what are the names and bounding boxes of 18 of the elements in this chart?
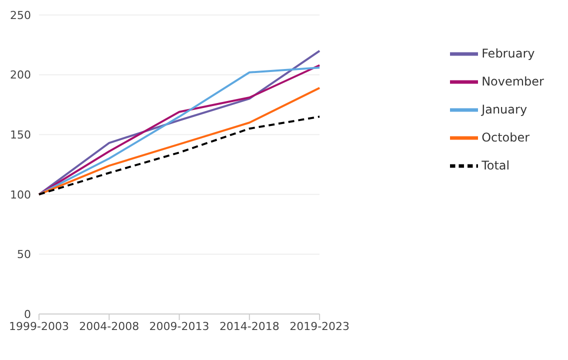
y-tick-label: 100 <box>10 188 31 202</box>
x-tick-label: 2009-2013 <box>149 320 210 333</box>
y-tick-label: 50 <box>17 248 31 262</box>
legend-label: November <box>482 74 544 88</box>
line-series <box>38 116 321 196</box>
y-tick-label: 200 <box>10 68 31 82</box>
legend-label: Total <box>482 158 510 172</box>
x-tick-label: 2019-2023 <box>290 320 350 333</box>
legend-label: October <box>482 130 530 144</box>
y-tick-label: 250 <box>10 8 31 22</box>
line-series <box>38 86 321 196</box>
x-tick-label: 2014-2018 <box>219 320 280 333</box>
legend-label: February <box>482 46 535 60</box>
y-tick-label: 0 <box>24 308 31 321</box>
x-tick-label: 2004-2008 <box>79 320 140 333</box>
x-tick-label: 1999-2003 <box>9 320 69 333</box>
legend-label: January <box>482 102 528 116</box>
y-tick-label: 150 <box>10 128 31 142</box>
